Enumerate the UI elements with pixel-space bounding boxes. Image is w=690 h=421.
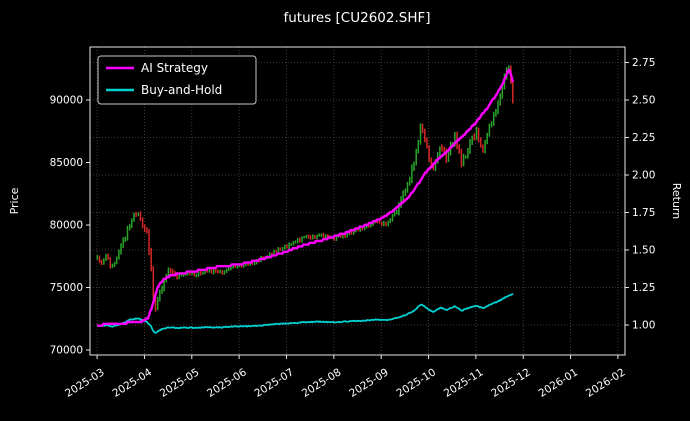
y-left-tick-label: 85000: [50, 157, 83, 169]
chart-title: futures [CU2602.SHF]: [283, 10, 430, 26]
y-left-tick-label: 75000: [50, 282, 83, 294]
x-tick-label: 2025-08: [300, 366, 344, 399]
x-tick-label: 2025-07: [253, 366, 297, 399]
legend-entry-label: AI Strategy: [141, 61, 208, 75]
y-left-tick-label: 90000: [50, 95, 83, 107]
x-tick-label: 2025-10: [395, 366, 439, 399]
legend: AI Strategy Buy-and-Hold: [97, 55, 257, 105]
return-lines: [96, 68, 514, 334]
x-tick-label: 2025-09: [347, 366, 391, 399]
x-tick-label: 2025-06: [205, 366, 249, 400]
x-tick-label: 2026-01: [537, 366, 581, 399]
x-tick-label: 2026-02: [584, 366, 628, 399]
y-right-axis-title: Return: [670, 183, 683, 220]
y-right-tick-label: 1.00: [632, 319, 655, 331]
x-tick-label: 2025-03: [63, 366, 107, 399]
x-tick-label: 2025-04: [110, 366, 154, 400]
ai-strategy-line: [96, 68, 514, 327]
x-tick-label: 2025-12: [489, 366, 533, 399]
y-right-tick-label: 1.25: [632, 282, 655, 294]
y-right-tick-label: 2.50: [632, 94, 655, 106]
y-left-tick-label: 80000: [50, 220, 83, 232]
buy-and-hold-line: [96, 293, 514, 334]
y-right-tick-label: 2.00: [632, 169, 655, 181]
legend-box: [97, 55, 257, 105]
y-right-tick-label: 2.75: [632, 57, 655, 69]
x-tick-label: 2025-11: [442, 366, 486, 399]
x-tick-label: 2025-05: [158, 366, 202, 399]
y-left-axis-title: Price: [8, 187, 21, 214]
y-right-tick-label: 2.25: [632, 132, 655, 144]
plot-border: [89, 46, 626, 356]
y-right-tick-label: 1.50: [632, 244, 655, 256]
y-left-tick-label: 70000: [50, 345, 83, 357]
legend-entry-label: Buy-and-Hold: [141, 83, 222, 97]
y-right-tick-label: 1.75: [632, 207, 655, 219]
